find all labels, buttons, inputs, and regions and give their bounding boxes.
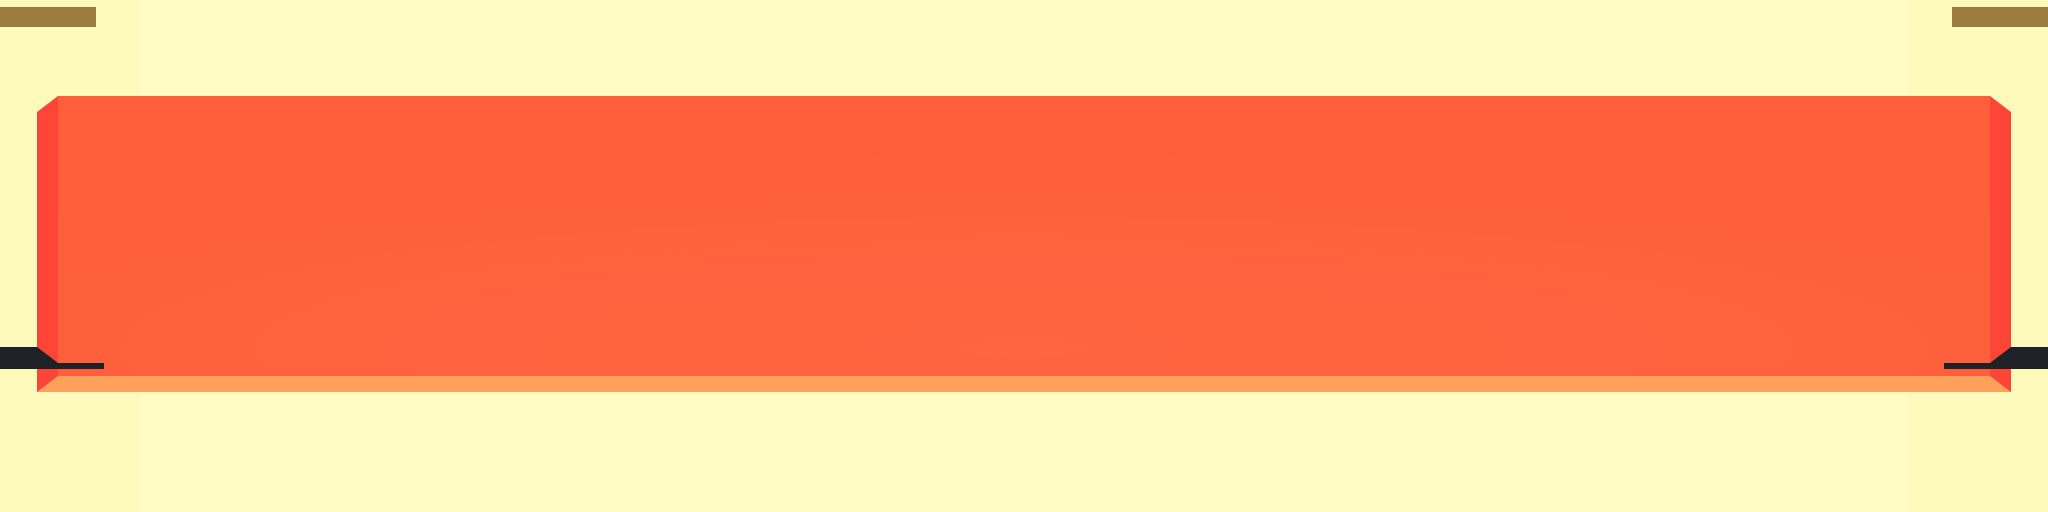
top-right-tab (1952, 7, 2048, 27)
banner-face (58, 96, 1990, 376)
top-left-tab (0, 7, 96, 27)
banner-bottom-edge (37, 376, 2011, 392)
banner-left-side (37, 96, 58, 392)
right-hanger-hook (1944, 347, 2048, 369)
banner-right-side (1990, 96, 2011, 392)
left-hanger-hook (0, 347, 104, 369)
